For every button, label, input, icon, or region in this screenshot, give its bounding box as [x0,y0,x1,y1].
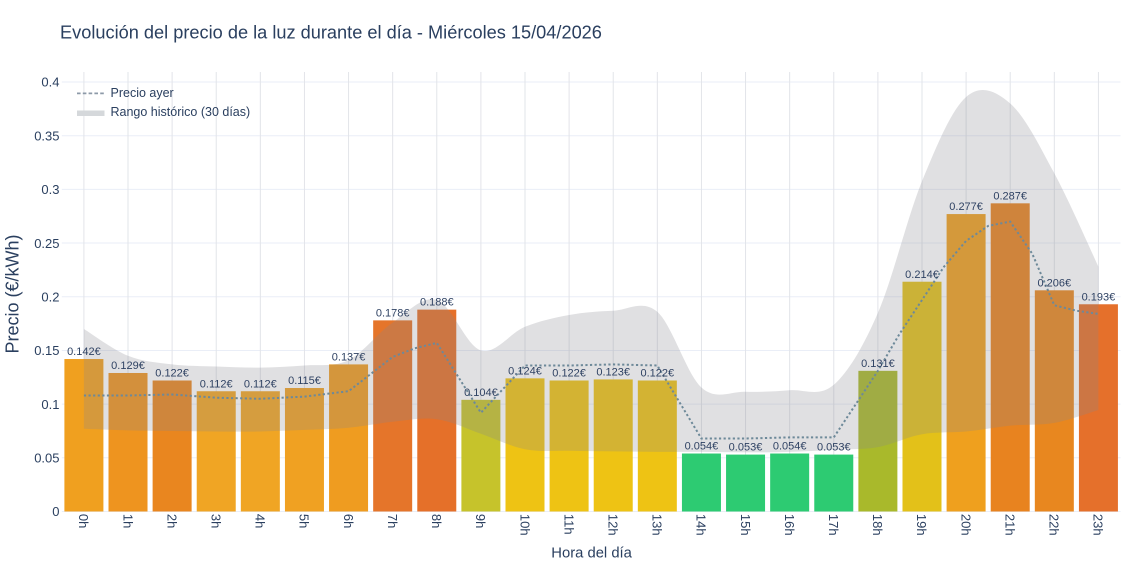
svg-text:0.35: 0.35 [34,128,59,143]
svg-text:0.277€: 0.277€ [949,201,983,213]
svg-text:8h: 8h [429,514,444,528]
svg-text:0.206€: 0.206€ [1037,277,1071,289]
svg-text:0.129€: 0.129€ [111,360,145,372]
svg-text:0.2: 0.2 [41,290,59,305]
svg-text:Precio ayer: Precio ayer [111,86,174,100]
svg-text:1h: 1h [120,514,135,528]
svg-text:0.122€: 0.122€ [155,368,189,380]
svg-text:Evolución del precio de la luz: Evolución del precio de la luz durante e… [60,23,602,43]
svg-text:22h: 22h [1047,514,1062,536]
svg-text:5h: 5h [297,514,312,528]
svg-text:0.137€: 0.137€ [332,352,366,364]
svg-text:0.124€: 0.124€ [508,366,542,378]
svg-text:0.3: 0.3 [41,182,59,197]
svg-text:0.188€: 0.188€ [420,297,454,309]
svg-text:0.214€: 0.214€ [905,269,939,281]
svg-text:12h: 12h [606,514,621,536]
svg-text:0.178€: 0.178€ [376,308,410,320]
svg-text:0.053€: 0.053€ [729,442,763,454]
svg-text:3h: 3h [209,514,224,528]
svg-text:0.15: 0.15 [34,343,59,358]
svg-text:14h: 14h [694,514,709,536]
svg-text:9h: 9h [473,514,488,528]
svg-text:0.05: 0.05 [34,451,59,466]
svg-text:0.054€: 0.054€ [685,441,719,453]
svg-text:0.4: 0.4 [41,75,59,90]
svg-text:0.193€: 0.193€ [1082,291,1116,303]
svg-text:Rango histórico (30 días): Rango histórico (30 días) [111,105,251,119]
svg-text:16h: 16h [782,514,797,536]
svg-text:2h: 2h [164,514,179,528]
svg-text:17h: 17h [826,514,841,536]
svg-text:23h: 23h [1091,514,1106,536]
svg-text:0.112€: 0.112€ [200,378,233,390]
svg-text:7h: 7h [385,514,400,528]
svg-text:0.287€: 0.287€ [993,190,1027,202]
svg-text:20h: 20h [958,514,973,536]
svg-text:21h: 21h [1003,514,1018,536]
svg-text:0.122€: 0.122€ [552,368,586,380]
svg-text:Precio (€/kWh): Precio (€/kWh) [3,234,23,353]
svg-text:6h: 6h [341,514,356,528]
svg-text:0h: 0h [76,514,91,528]
svg-text:0.131€: 0.131€ [861,358,895,370]
svg-text:13h: 13h [650,514,665,536]
svg-text:Hora del día: Hora del día [551,545,632,561]
svg-text:0.142€: 0.142€ [67,346,101,358]
svg-text:0.054€: 0.054€ [773,441,807,453]
svg-text:19h: 19h [914,514,929,536]
svg-text:10h: 10h [517,514,532,536]
svg-text:0.122€: 0.122€ [640,368,674,380]
svg-text:0.053€: 0.053€ [817,442,851,454]
svg-text:0: 0 [52,504,59,519]
svg-text:0.123€: 0.123€ [596,367,630,379]
svg-text:0.1: 0.1 [41,397,59,412]
svg-text:0.104€: 0.104€ [464,387,498,399]
svg-text:0.112€: 0.112€ [244,378,277,390]
svg-text:11h: 11h [561,514,576,535]
svg-text:15h: 15h [738,514,753,536]
svg-text:18h: 18h [870,514,885,536]
svg-text:4h: 4h [253,514,268,528]
svg-text:0.25: 0.25 [34,236,59,251]
svg-text:0.115€: 0.115€ [288,375,321,387]
